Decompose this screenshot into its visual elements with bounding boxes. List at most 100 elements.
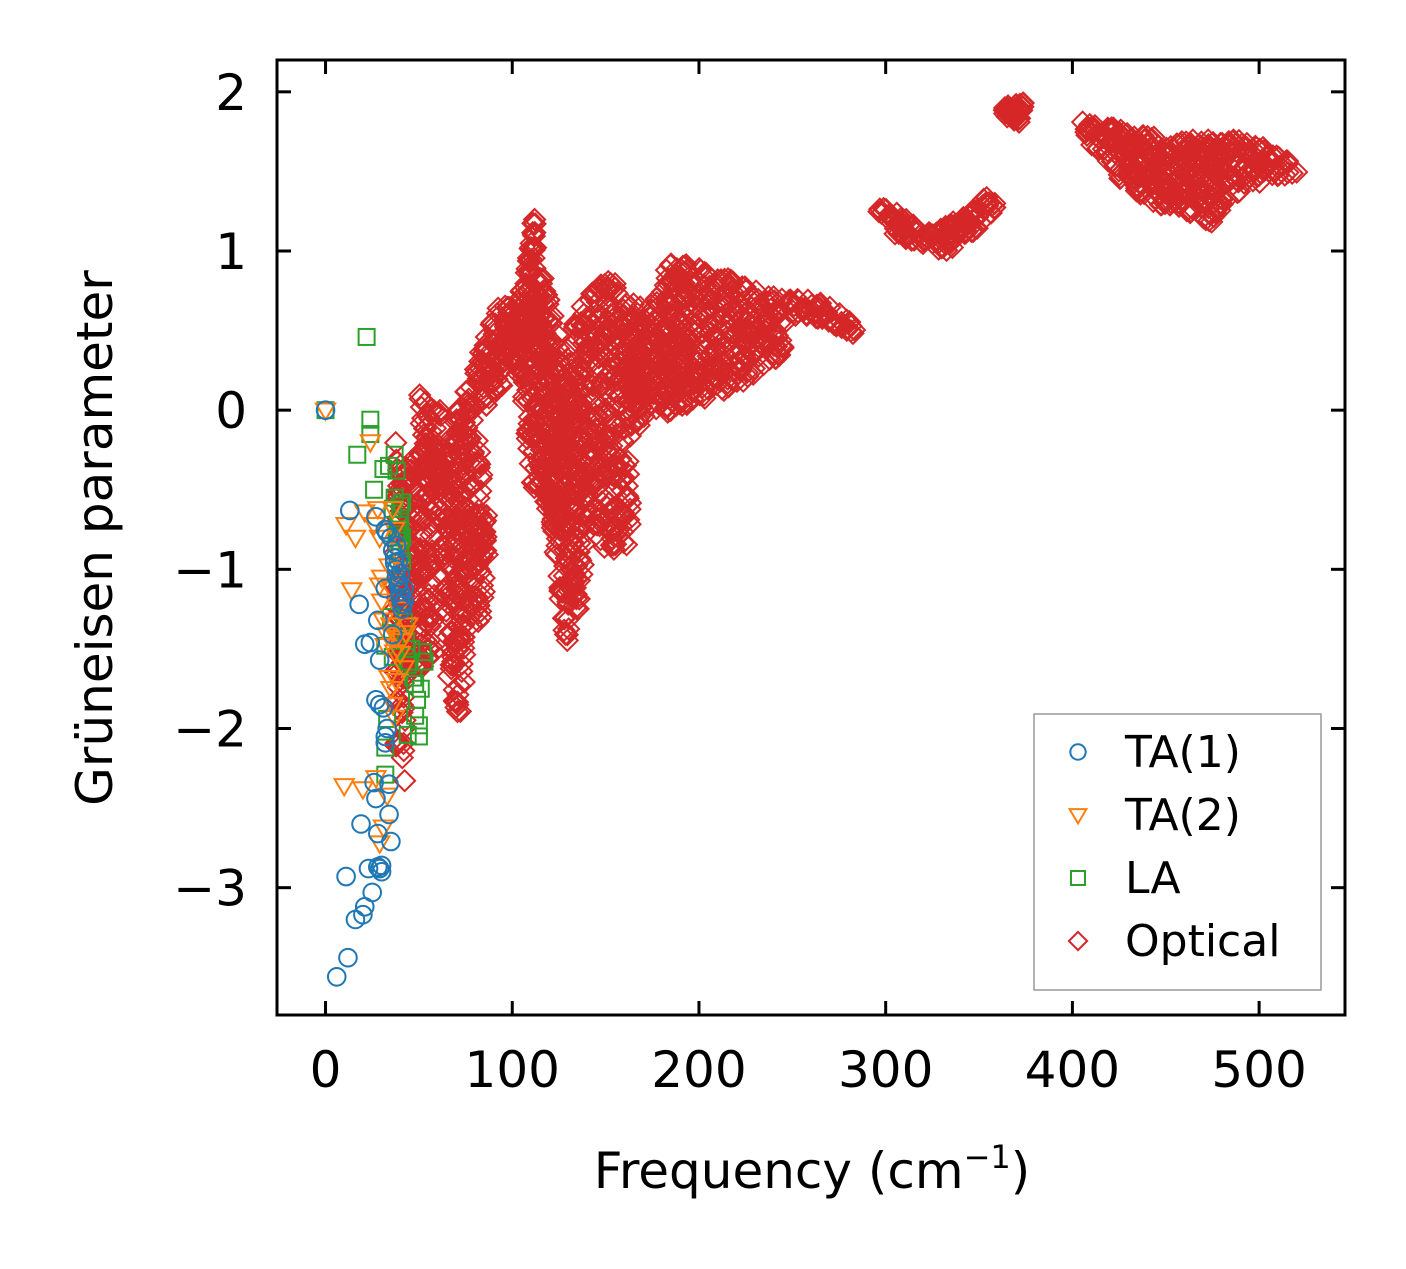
data-point xyxy=(366,507,386,527)
data-point xyxy=(1114,138,1139,163)
data-point xyxy=(893,218,918,242)
data-point xyxy=(601,410,626,435)
data-point xyxy=(839,319,863,343)
data-point xyxy=(538,312,563,336)
data-point xyxy=(1189,130,1214,154)
data-point xyxy=(515,363,540,388)
data-point xyxy=(656,364,681,389)
data-point xyxy=(693,287,718,311)
data-point xyxy=(583,280,608,305)
data-point xyxy=(1178,154,1202,179)
data-point xyxy=(457,528,482,552)
data-point xyxy=(1192,180,1216,204)
data-point xyxy=(552,538,577,562)
data-point xyxy=(599,317,624,342)
data-point xyxy=(603,395,628,419)
data-point xyxy=(542,431,567,455)
data-point xyxy=(585,513,609,537)
data-point xyxy=(360,632,381,653)
data-point xyxy=(522,207,547,232)
data-point xyxy=(386,559,407,580)
data-point xyxy=(369,694,390,715)
data-point xyxy=(1167,173,1192,197)
data-point xyxy=(580,439,605,464)
data-point xyxy=(1154,144,1178,169)
data-point xyxy=(1119,126,1144,151)
data-point xyxy=(764,319,788,344)
data-point xyxy=(514,327,538,352)
data-point xyxy=(591,380,616,405)
legend-item: LA xyxy=(1070,853,1181,904)
data-point xyxy=(698,332,722,356)
data-point xyxy=(694,301,718,325)
data-point xyxy=(443,652,467,676)
data-point xyxy=(678,352,703,377)
data-point xyxy=(394,578,414,599)
data-point xyxy=(544,450,569,474)
data-point xyxy=(392,599,412,619)
data-point xyxy=(977,191,1001,215)
data-point xyxy=(721,296,745,320)
data-point xyxy=(371,855,392,876)
data-point xyxy=(579,372,604,397)
data-point xyxy=(1003,100,1028,124)
legend-item: TA(2) xyxy=(1067,790,1241,841)
data-point xyxy=(1178,164,1203,189)
data-point xyxy=(369,650,390,670)
data-point xyxy=(373,698,394,718)
data-point xyxy=(383,709,406,729)
data-point xyxy=(366,788,386,809)
x-axis-label-close: ) xyxy=(1011,1142,1031,1200)
data-point xyxy=(602,537,626,561)
data-point xyxy=(470,463,494,487)
data-point xyxy=(433,575,458,600)
x-tick-label: 500 xyxy=(1211,1041,1306,1099)
data-point xyxy=(336,866,356,887)
data-point xyxy=(1216,132,1241,156)
data-point xyxy=(398,725,417,744)
data-point xyxy=(565,597,590,622)
data-point xyxy=(473,538,498,563)
data-point xyxy=(1122,167,1146,191)
data-point xyxy=(545,508,570,533)
data-point xyxy=(912,228,936,253)
data-point xyxy=(361,410,380,429)
data-point xyxy=(1179,132,1204,157)
data-point xyxy=(1274,150,1299,175)
data-point xyxy=(410,557,435,582)
data-point xyxy=(656,394,680,419)
data-point xyxy=(1152,188,1177,213)
data-point xyxy=(522,319,546,343)
data-point xyxy=(561,388,586,413)
y-tick-label: −1 xyxy=(173,541,247,599)
data-point xyxy=(375,726,396,747)
data-point xyxy=(600,468,625,492)
data-point xyxy=(556,617,581,641)
data-point xyxy=(511,384,536,409)
data-point xyxy=(562,517,586,541)
data-point xyxy=(1075,123,1099,148)
data-point xyxy=(351,781,375,801)
data-point xyxy=(531,374,556,399)
data-point xyxy=(466,609,490,634)
data-point xyxy=(752,330,777,355)
data-point xyxy=(1122,149,1146,174)
data-point xyxy=(727,291,752,316)
data-point xyxy=(369,858,390,879)
data-point xyxy=(383,430,408,455)
data-point xyxy=(471,539,496,563)
data-point xyxy=(561,552,586,576)
data-point xyxy=(446,682,470,707)
data-point xyxy=(358,858,379,879)
data-point xyxy=(573,460,597,485)
data-point xyxy=(688,316,712,340)
data-point xyxy=(409,727,428,746)
data-point xyxy=(541,507,565,531)
data-point xyxy=(394,591,414,611)
data-point xyxy=(877,202,902,226)
y-tick-label: 0 xyxy=(215,382,247,440)
data-point xyxy=(577,438,602,463)
x-axis-label-text: Frequency (cm xyxy=(594,1142,964,1200)
data-point xyxy=(414,482,439,506)
data-point xyxy=(762,333,786,358)
